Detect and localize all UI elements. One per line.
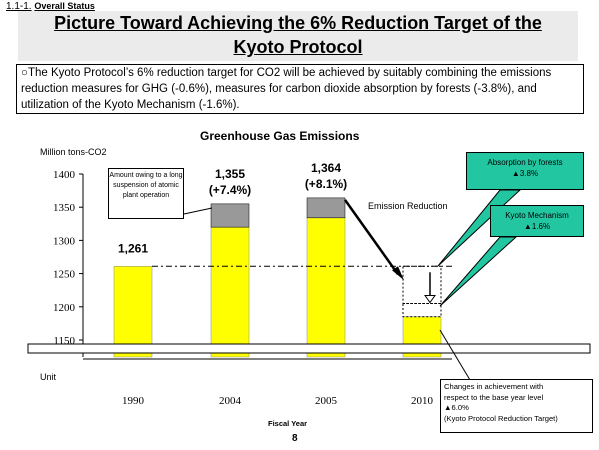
reduction-arrowhead [424, 294, 436, 304]
bar-primary [306, 217, 346, 358]
bar-stack [306, 197, 346, 219]
x-tick-label: 1990 [122, 395, 145, 407]
bar-stack [210, 203, 250, 228]
page-title-line2: Kyoto Protocol [233, 37, 363, 57]
achievement-line1: Changes in achievement with [444, 382, 544, 391]
x-tick-label: 2004 [219, 395, 242, 407]
kyoto-range-box [402, 302, 442, 318]
emission-reduction-arrow [343, 199, 400, 276]
section-heading: 1.1-1. Overall Status [6, 1, 95, 12]
nuclear-suspension-note: Amount owing to a long suspension of ato… [108, 168, 184, 219]
forests-callout-value: ▲3.8% [511, 169, 539, 178]
y-tick-label: 1250 [53, 269, 76, 281]
section-label: Overall Status [34, 1, 95, 11]
kyoto-callout-value: ▲1.6% [523, 222, 551, 231]
forests-callout: Absorption by forests ▲3.8% [466, 152, 584, 190]
section-number: 1.1-1. [6, 1, 32, 12]
bar-label-value: 1,364 [311, 161, 341, 175]
x-axis-label: Fiscal Year [268, 419, 308, 428]
achievement-leader [439, 329, 471, 381]
axis-break-band [27, 343, 591, 354]
x-tick-label: 2010 [411, 395, 434, 407]
bar-label-change: (+7.4%) [209, 183, 251, 197]
kyoto-callout-tail [439, 236, 518, 307]
chart-title: Greenhouse Gas Emissions [200, 129, 360, 143]
summary-text: The Kyoto Protocol’s 6% reduction target… [21, 67, 552, 111]
emission-reduction-arrowhead [392, 266, 404, 281]
achievement-line3: ▲6.0% [444, 403, 469, 412]
emission-reduction-label: Emission Reduction [368, 201, 448, 211]
page-title-line1: Picture Toward Achieving the 6% Reductio… [54, 13, 542, 33]
y-axis-label: Million tons-CO2 [40, 147, 107, 157]
nuclear-note-leader [183, 207, 213, 215]
forests-range-box [402, 265, 442, 304]
x-tick-label: 2005 [315, 395, 338, 407]
bar-label-value: 1,261 [118, 241, 148, 255]
forests-callout-title: Absorption by forests [487, 158, 563, 167]
kyoto-callout-title: Kyoto Mechanism [505, 211, 569, 220]
kyoto-callout: Kyoto Mechanism ▲1.6% [490, 205, 584, 237]
y-tick-label: 1300 [53, 235, 76, 247]
bar-primary [210, 226, 250, 358]
achievement-line2: respect to the base year level [444, 392, 544, 402]
bar-label-change: (+8.1%) [305, 177, 347, 191]
y-tick-label: 1350 [53, 202, 76, 214]
bullet-circle-icon: ○ [21, 67, 28, 79]
y-tick-label: 1200 [53, 302, 76, 314]
bar-label-value: 1,355 [215, 167, 245, 181]
achievement-line4: (Kyoto Protocol Reduction Target) [444, 413, 558, 423]
page-title: Picture Toward Achieving the 6% Reductio… [18, 11, 578, 61]
bar-primary [113, 266, 153, 358]
achievement-box: Changes in achievement with respect to t… [440, 379, 593, 433]
unit-label: Unit [40, 372, 57, 382]
y-tick-label: 1400 [53, 169, 76, 181]
summary-box: ○The Kyoto Protocol’s 6% reduction targe… [16, 64, 584, 114]
page-number: 8 [292, 433, 298, 444]
